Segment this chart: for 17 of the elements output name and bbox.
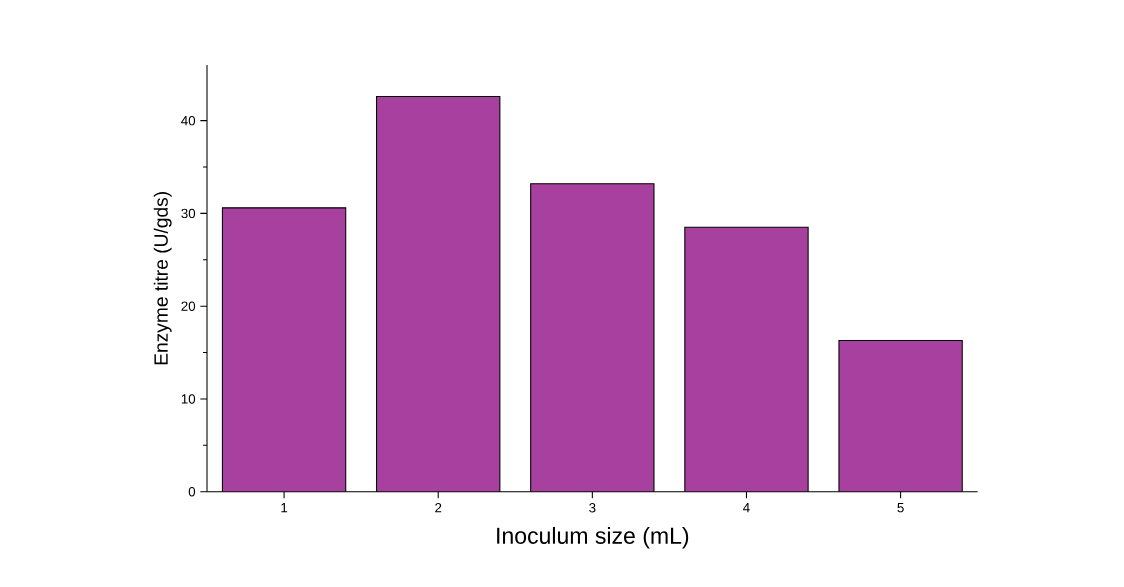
bar xyxy=(376,96,500,492)
x-tick-label: 3 xyxy=(589,503,596,513)
bar xyxy=(530,183,654,492)
y-tick-label: 30 xyxy=(181,208,196,219)
bar xyxy=(222,208,346,492)
y-tick-label: 20 xyxy=(181,301,196,312)
x-tick-label: 5 xyxy=(897,503,904,513)
y-tick-label: 0 xyxy=(188,487,196,497)
x-tick-label: 2 xyxy=(435,503,442,513)
y-axis-title: Enzyme titre (U/gds) xyxy=(153,192,172,365)
bar xyxy=(838,340,963,492)
x-tick-label: 4 xyxy=(743,503,750,513)
y-tick-label: 10 xyxy=(181,394,196,404)
y-tick-label: 40 xyxy=(181,116,196,126)
x-tick-label: 1 xyxy=(281,503,288,513)
x-axis-title: Inoculum size (mL) xyxy=(497,527,689,549)
bar xyxy=(684,227,809,492)
